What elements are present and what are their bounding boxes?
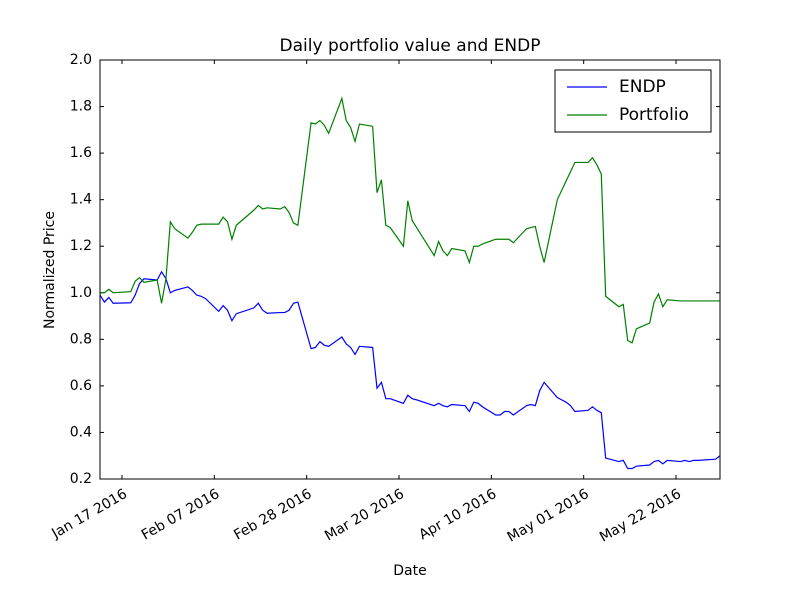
series-line [99, 270, 721, 470]
y-tick-label: 1.6 [70, 145, 92, 161]
x-axis-label: Date [393, 563, 426, 579]
series-line [100, 96, 720, 344]
y-tick-label: 0.6 [70, 378, 92, 394]
legend-box [554, 69, 712, 133]
y-tick-label: 1.4 [70, 192, 92, 208]
plot-frame [99, 59, 721, 480]
y-tick-label: 1.2 [70, 238, 92, 254]
y-tick-label: 0.8 [70, 331, 92, 347]
y-tick-label: 0.4 [70, 424, 92, 440]
y-tick-label: 1.8 [70, 99, 92, 115]
y-tick-label: 2.0 [70, 52, 92, 68]
y-axis-label: Normalized Price [42, 211, 58, 329]
chart-title: Daily portfolio value and ENDP [280, 36, 541, 56]
y-tick-label: 0.2 [70, 471, 92, 487]
y-tick-label: 1.0 [70, 285, 92, 301]
legend-label: ENDP [619, 77, 666, 97]
legend-label: Portfolio [619, 105, 689, 125]
